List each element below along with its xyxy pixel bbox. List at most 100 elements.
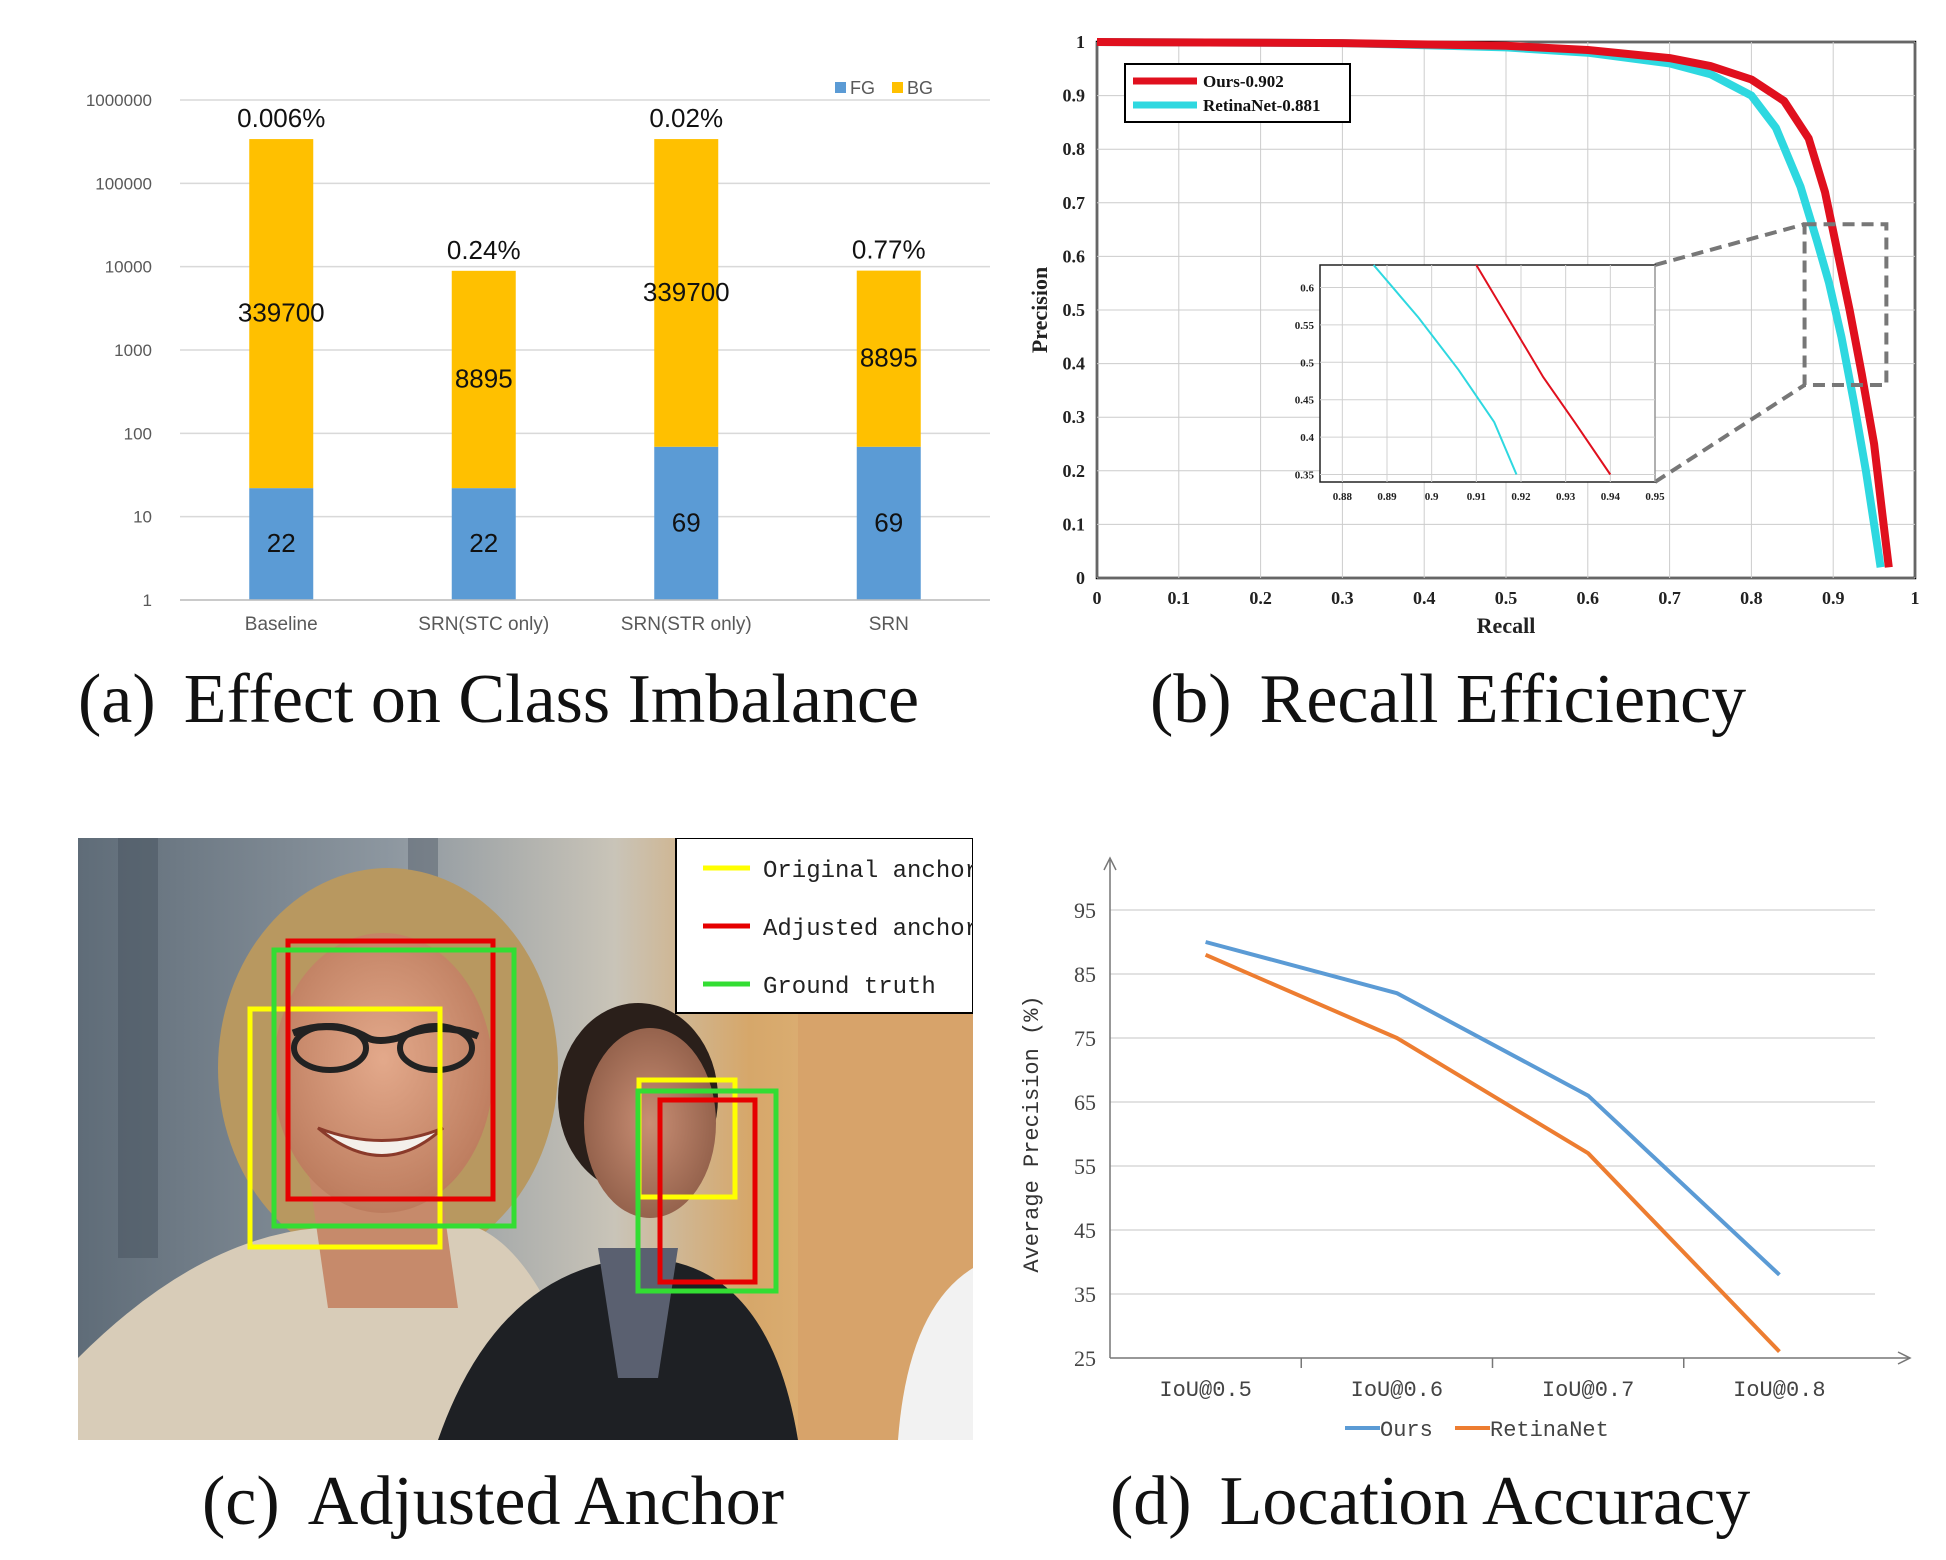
caption-b-text: Recall Efficiency (1259, 661, 1747, 738)
y-tick-label: 25 (1074, 1346, 1096, 1371)
x-tick-label: 0.8 (1740, 588, 1763, 608)
caption-d-text: Location Accuracy (1219, 1463, 1751, 1540)
y-tick-label: 10000 (105, 258, 152, 277)
face-photo: Original anchor Adjusted anchor Ground t… (78, 838, 973, 1440)
bar-bg-label: 339700 (643, 277, 730, 307)
y-tick-label: 100000 (95, 174, 152, 193)
bar-fg (856, 446, 921, 600)
ground-truth-box-2 (635, 1088, 779, 1294)
zoom-region-box (1802, 222, 1889, 388)
panel-b-chart: 0 0.1 0.2 0.3 0.4 0.5 0.6 0.7 0.8 0.9 1 0 0.1 0.2 0.3 0… (1025, 20, 1945, 660)
x-tick-label: IoU@0.7 (1542, 1378, 1634, 1403)
y-tick-label: 0.2 (1063, 461, 1086, 481)
ratio-label: 0.24% (447, 235, 521, 265)
x-tick-label: 1 (1911, 588, 1920, 608)
x-tick-label: 0.6 (1577, 588, 1600, 608)
legend-label-ground-truth: Ground truth (763, 974, 936, 1001)
bar-fg-label: 69 (672, 507, 701, 537)
y-tick-label: 1000 (114, 341, 152, 360)
series-line (1205, 940, 1781, 1277)
legend-label: FG (850, 78, 875, 98)
zoom-connector (1653, 383, 1806, 484)
x-axis-label: Recall (1477, 613, 1536, 638)
y-axis-label: Precision (1027, 267, 1052, 353)
ratio-label: 0.006% (237, 103, 325, 133)
caption-c-text: Adjusted Anchor (307, 1463, 785, 1540)
zoom-connector (1654, 222, 1806, 267)
bar-fg (451, 488, 516, 600)
class-imbalance-bar-chart: 1 10 100 1000 10000 100000 1000000 22 339700 0.00… (86, 78, 990, 635)
bar-fg (249, 488, 314, 600)
x-tick-label: Baseline (245, 614, 318, 635)
adjusted-anchor-box-1 (285, 938, 496, 1202)
legend-label-adjusted: Adjusted anchor (763, 916, 973, 943)
caption-b: (b) Recall Efficiency (1150, 660, 1746, 740)
y-tick-label: 1000000 (86, 91, 152, 110)
location-accuracy-chart: 25 35 45 55 65 75 85 95 IoU@0.5 IoU@0.6 IoU@0.7 IoU… (1020, 856, 1912, 1443)
y-tick-label: 0.3 (1063, 407, 1086, 427)
inset-y-tick-label: 0.55 (1295, 320, 1315, 332)
inset-series-line (1372, 264, 1518, 475)
bar-bg (249, 139, 314, 489)
legend-label: Ours-0.902 (1203, 72, 1284, 91)
x-tick-label: SRN (869, 614, 909, 635)
caption-d: (d) Location Accuracy (1110, 1462, 1750, 1542)
y-tick-label: 0.5 (1063, 300, 1086, 320)
legend-label: RetinaNet (1490, 1418, 1609, 1443)
bar-fg-label: 22 (469, 528, 498, 558)
x-tick-label: 0.4 (1413, 588, 1436, 608)
y-tick-label: 65 (1074, 1090, 1096, 1115)
x-tick-label: 0.1 (1168, 588, 1191, 608)
woman-face (273, 933, 493, 1213)
inset-y-tick-label: 0.35 (1295, 470, 1315, 482)
y-axis-arrow (1103, 856, 1117, 871)
inset-x-tick-label: 0.89 (1377, 491, 1397, 503)
y-tick-label: 0.7 (1063, 193, 1086, 213)
woman-glasses-lens (397, 1023, 475, 1073)
bar-bg-label: 339700 (238, 298, 325, 328)
caption-c: (c) Adjusted Anchor (202, 1462, 784, 1542)
bar-bg-label: 8895 (860, 343, 918, 373)
precision-recall-chart: 0 0.1 0.2 0.3 0.4 0.5 0.6 0.7 0.8 0.9 100.10.20.30… (1027, 32, 1920, 638)
legend-label: Ours (1380, 1418, 1433, 1443)
y-tick-label: 35 (1074, 1282, 1096, 1307)
bar-fg (654, 446, 719, 600)
window-stripe (118, 838, 158, 1258)
inset-y-tick-label: 0.45 (1295, 395, 1315, 407)
x-axis-arrow (1897, 1351, 1912, 1365)
x-tick-label: 0.5 (1495, 588, 1518, 608)
person-shoulder (898, 1268, 973, 1440)
original-anchor-box-1 (247, 1006, 443, 1250)
caption-b-label: (b) (1150, 661, 1232, 738)
caption-a-text: Effect on Class Imbalance (183, 661, 920, 738)
panel-c-photo: Original anchor Adjusted anchor Ground t… (78, 838, 973, 1440)
inset-x-tick-label: 0.93 (1556, 491, 1576, 503)
x-tick-label: IoU@0.8 (1733, 1378, 1825, 1403)
series-line (1204, 952, 1781, 1353)
photo-legend: Original anchor Adjusted anchor Ground t… (675, 838, 973, 1014)
x-tick-label: 0.2 (1249, 588, 1272, 608)
y-tick-label: 55 (1074, 1154, 1096, 1179)
bar-fg-label: 69 (874, 507, 903, 537)
y-tick-label: 0.8 (1063, 139, 1086, 159)
panel-a-chart: 1 10 100 1000 10000 100000 1000000 22 339700 0.00… (80, 40, 1010, 660)
x-tick-label: 0.9 (1822, 588, 1845, 608)
adjusted-anchor-box-2 (657, 1097, 758, 1285)
bar-bg (856, 270, 921, 447)
inset-y-tick-label: 0.6 (1300, 282, 1314, 294)
y-tick-label: 0.1 (1063, 514, 1086, 534)
inset-x-tick-label: 0.92 (1511, 491, 1531, 503)
caption-d-label: (d) (1110, 1463, 1192, 1540)
y-tick-label: 45 (1074, 1218, 1096, 1243)
woman-smile (317, 1126, 445, 1157)
x-tick-label: SRN(STC only) (418, 614, 549, 635)
inset-x-tick-label: 0.88 (1333, 491, 1353, 503)
legend-label: RetinaNet-0.881 (1203, 96, 1321, 115)
y-tick-label: 0 (1076, 568, 1085, 588)
legend-box (1124, 63, 1351, 123)
y-axis-label: Average Precision (%) (1020, 995, 1045, 1272)
ratio-label: 0.77% (852, 235, 926, 265)
bar-fg-label: 22 (267, 528, 296, 558)
x-tick-label: SRN(STR only) (621, 614, 752, 635)
y-tick-label: 95 (1074, 898, 1096, 923)
